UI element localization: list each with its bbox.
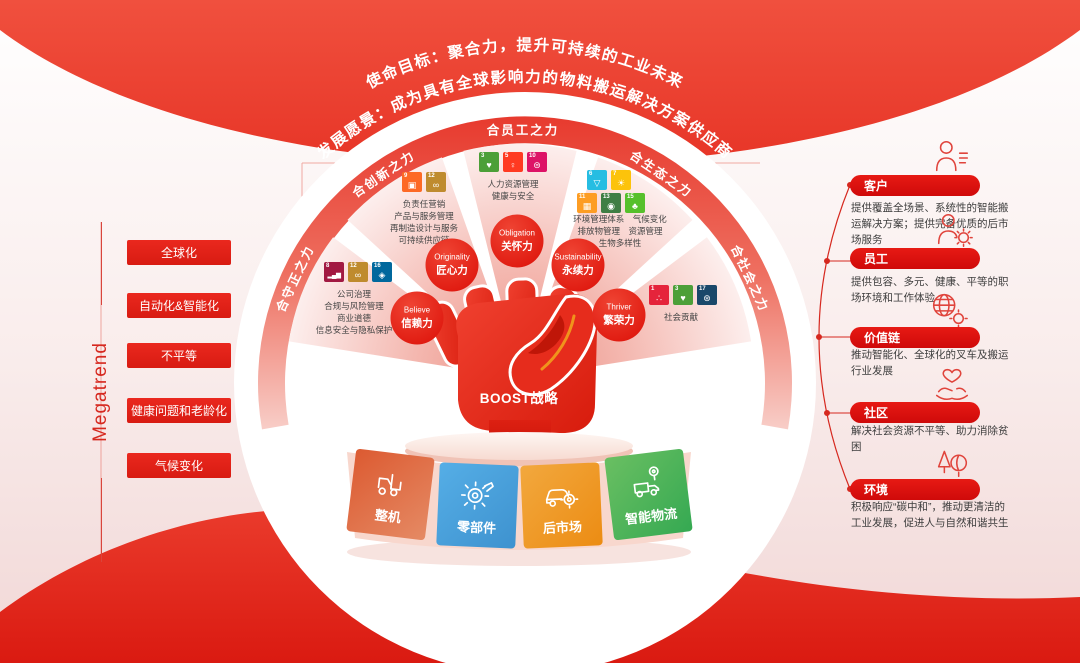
topic-line: 健康与安全 [491,191,535,201]
top-wave [0,0,1080,165]
sdg-icon: 11 ▦ [577,193,597,213]
sdg-icon: 13 ◉ [601,193,621,213]
sdg-icon: 12 ∞ [426,172,446,192]
segment-smart-logistics: 智能物流 [604,448,693,541]
topic-line: 负责任营销 [402,199,446,209]
stakeholder-desc-value-chain: 推动智能化、全球化的叉车及搬运行业发展 [851,349,1009,377]
megatrend-item-inequality: 不平等 [127,343,231,368]
segment-label: 零部件 [456,519,497,536]
segment-whole-machine: 整机 [346,448,435,541]
sdg-icon: 9 ▣ [402,172,422,192]
power-circle-cn: 永续力 [562,264,594,277]
pedestal [347,432,691,566]
segment-label: 后市场 [542,519,583,536]
power-circle-cn: 关怀力 [501,240,533,253]
sdg-icon: 8 ▂▄▆ [324,262,344,282]
stakeholder-desc-employee: 提供包容、多元、健康、平等的职场环境和工作体验 [851,276,1009,304]
car-service-icon [545,489,578,509]
stakeholder-desc-community: 解决社会资源不平等、助力消除贫困 [851,425,1009,453]
power-circle-cn: 信赖力 [401,317,433,330]
power-circle-believe: Believe 信赖力 [390,291,444,345]
power-circle-en: Originality [434,252,470,262]
sdg-icon: 7 ☀ [611,170,631,190]
topic-line: 商业道德 [336,313,372,323]
topic-line: 再制造设计与服务 [389,223,459,233]
segment-label: 智能物流 [624,505,678,527]
fist-graphic [424,277,598,464]
megatrend-item-health-aging: 健康问题和老龄化 [127,398,231,423]
value-chain-icon [932,293,968,328]
sdg-icon: 15 ♣ [625,193,645,213]
topics-integrity: 公司治理 合规与风险管理 商业道德 信息安全与隐私保护 [316,288,393,336]
topic-line: 社会贡献 [663,312,699,322]
sdg-row-integrity: 8 ▂▄▆ 12 ∞ 16 ◈ [324,262,392,282]
sdg-row-ecology-1: 6 ▽ 7 ☀ [587,170,631,190]
power-circle-cn: 繁荣力 [603,314,635,327]
power-circle-cn: 匠心力 [436,264,468,277]
topic-line: 信息安全与隐私保护 [315,325,393,335]
sdg-icon: 1 ∴ [649,285,669,305]
sdg-row-employee: 3 ♥ 5 ♀ 10 ⊜ [479,152,547,172]
topic-line: 排放物管理 资源管理 [577,226,663,236]
stakeholder-bar-environment: 环境 [850,479,980,500]
boost-strategy-label: BOOST战略 [479,391,559,406]
sdg-row-ecology-2: 11 ▦ 13 ◉ 15 ♣ [577,193,645,213]
power-circle-obligation: Obligation 关怀力 [490,214,544,268]
megatrend-item-automation: 自动化&智能化 [127,293,231,318]
segment-parts: 零部件 [436,462,519,549]
forklift-icon [377,473,402,497]
stakeholder-desc-environment: 积极响应“碳中和”，推动更清洁的工业发展，促进人与自然和谐共生 [851,501,1009,529]
sdg-icon: 3 ♥ [479,152,499,172]
sdg-row-society: 1 ∴ 3 ♥ 17 ⊛ [649,285,717,305]
topics-employee: 人力资源管理 健康与安全 [487,178,538,202]
sdg-icon: 12 ∞ [348,262,368,282]
customer-icon [935,140,969,172]
sdg-row-innovation: 9 ▣ 12 ∞ [402,172,446,192]
megatrend-item-climate: 气候变化 [127,453,231,478]
topic-line: 生物多样性 [598,238,642,248]
megatrend-item-globalization: 全球化 [127,240,231,265]
power-circle-thriver: Thriver 繁荣力 [592,288,646,342]
sdg-icon: 17 ⊛ [697,285,717,305]
topic-line: 人力资源管理 [487,179,539,189]
topic-line: 合规与风险管理 [324,301,384,311]
community-icon [935,368,969,401]
sdg-icon: 16 ◈ [372,262,392,282]
sdg-icon: 6 ▽ [587,170,607,190]
stakeholder-desc-customer: 提供覆盖全场景、系统性的智能搬运解决方案；提供完备优质的后市场服务 [851,202,1009,246]
sdg-icon: 10 ⊜ [527,152,547,172]
band-label-employee: 合员工之力 [486,123,560,138]
employee-icon [937,213,973,247]
segment-label: 整机 [373,507,402,526]
megatrend-title: Megatrend [90,342,111,442]
topics-society: 社会贡献 [664,311,698,323]
stakeholder-bar-employee: 员工 [850,248,980,269]
power-circle-en: Sustainability [554,252,602,262]
topics-ecology: 环境管理体系 气候变化 排放物管理 资源管理 生物多样性 [573,213,667,249]
smart-logistics-icon [633,466,659,498]
topic-line: 公司治理 [336,289,372,299]
sdg-icon: 5 ♀ [503,152,523,172]
power-circle-en: Thriver [606,302,632,312]
segment-aftermarket: 后市场 [520,462,603,549]
sdg-icon: 3 ♥ [673,285,693,305]
power-circle-en: Believe [403,305,431,315]
stakeholder-bar-value-chain: 价值链 [850,327,980,348]
topics-innovation: 负责任营销 产品与服务管理 再制造设计与服务 可持续供应链 [390,198,458,246]
environment-icon [937,450,968,478]
stakeholder-bar-customer: 客户 [850,175,980,196]
megatrend-line-bottom [100,478,102,562]
power-circle-en: Obligation [498,228,536,238]
stakeholder-bar-community: 社区 [850,402,980,423]
topic-line: 环境管理体系 气候变化 [573,214,667,224]
megatrend-line-top [100,222,102,305]
power-circle-sustainability: Sustainability 永续力 [551,238,605,292]
gear-wrench-icon [460,481,494,510]
topic-line: 产品与服务管理 [394,211,454,221]
power-circle-originality: Originality 匠心力 [425,238,479,292]
topic-line: 可持续供应链 [398,235,450,245]
